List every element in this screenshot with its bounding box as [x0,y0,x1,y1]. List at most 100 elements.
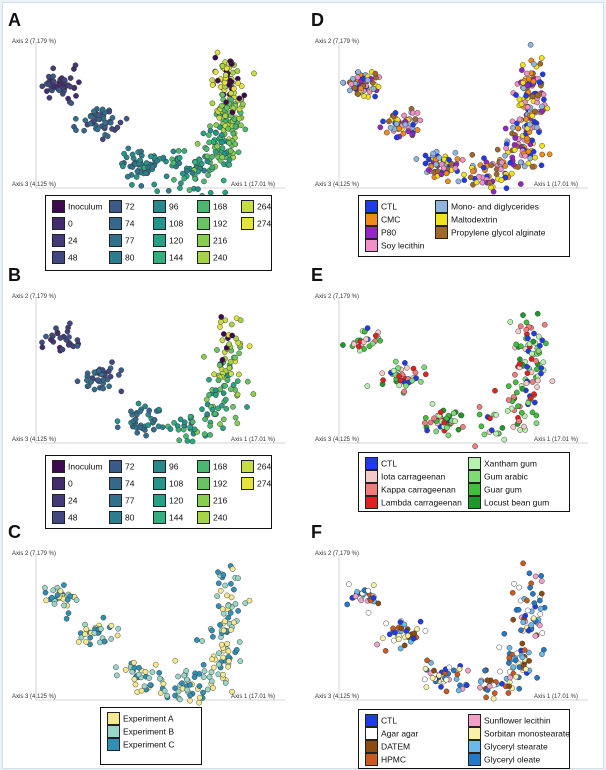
legend-swatch [365,457,378,470]
data-point [238,83,245,90]
data-point [379,370,386,377]
data-point [515,418,522,424]
data-point [524,607,531,614]
axis-2-label: Axis 2 (7.179 %) [12,39,57,45]
data-point [214,347,220,353]
data-point [136,664,142,671]
scatter-plot-F [338,554,588,702]
data-point [492,387,498,394]
axis-2-label: Axis 2 (7.179 %) [315,294,360,300]
data-point [109,126,115,132]
data-point [189,419,196,425]
data-point [54,330,61,337]
data-point [456,666,463,672]
data-point [534,674,540,681]
legend-swatch [107,725,120,738]
data-point [231,619,237,626]
legend-item: Xantham gum [468,457,537,470]
data-point [481,431,488,438]
legend-label: 48 [68,512,78,523]
data-point [91,630,98,636]
legend-swatch [109,234,122,247]
data-point [498,166,504,173]
legend-item: Soy lecithin [365,239,424,252]
legend-swatch [365,226,378,239]
data-point [386,631,393,638]
data-point [501,630,508,637]
data-point [424,427,430,434]
legend-swatch [365,213,378,226]
data-point [546,151,553,158]
data-point [192,159,199,166]
data-point [493,171,500,178]
legend-label: Mono- and diglycerides [451,201,539,212]
data-point [214,77,221,84]
data-point [143,432,149,439]
legend-label: 240 [213,252,228,263]
data-point [100,614,107,621]
data-point [531,330,537,337]
data-point [228,79,235,85]
legend-swatch [52,200,65,213]
legend-swatch [365,753,378,766]
data-point [176,437,183,444]
data-point [179,170,186,177]
data-point [213,392,219,398]
legend-label: P80 [381,227,397,238]
legend-swatch [365,727,378,740]
data-point [481,155,487,162]
legend-swatch [197,494,210,507]
legend-item: 96 [153,460,178,473]
data-point [531,399,538,406]
data-point [167,426,174,432]
data-point [525,400,532,406]
legend-A: Inoculum 0 24 48 72 74 77 80 96 108 120 144 168 192 21… [45,195,272,271]
data-point [95,112,102,119]
data-point [517,159,524,166]
data-point [250,391,257,397]
data-point [533,358,539,364]
data-point [199,638,206,644]
data-point [74,378,81,385]
data-point [398,625,405,632]
data-point [59,346,66,353]
data-point [184,438,191,444]
data-point [533,420,540,427]
data-point [529,164,536,170]
data-point [220,671,226,678]
data-point [224,377,231,384]
data-point [235,80,241,86]
data-point [172,692,178,699]
data-point [189,438,196,445]
data-point [395,365,401,371]
data-point [72,115,79,122]
data-point [212,69,219,75]
data-point [515,164,522,170]
data-point [82,621,88,628]
legend-swatch [153,494,166,507]
data-point [229,688,235,695]
panel-D: D Axis 2 (7.179 %) Axis 3 (4.125 %) Axis 1 … [303,0,603,257]
legend-item: Experiment C [107,738,175,751]
panel-B: B Axis 2 (7.179 %) Axis 3 (4.125 %) Axis 1 … [0,255,300,529]
panel-E: E Axis 2 (7.179 %) Axis 3 (4.125 %) Axis 1 … [303,255,603,512]
data-point [524,363,530,370]
data-point [433,428,440,435]
legend-item: 48 [52,511,77,524]
data-point [383,620,390,627]
legend-label: Lambda carrageenan [381,497,462,508]
data-point [469,151,476,158]
legend-item: 74 [109,217,134,230]
data-point [209,627,215,634]
data-point [187,697,193,704]
legend-item: 96 [153,200,178,213]
data-point [351,84,358,91]
data-point [472,443,478,450]
data-point [524,597,530,604]
data-point [498,177,505,184]
scatter-plot-E [338,297,588,450]
data-point [527,121,533,128]
data-point [134,168,141,175]
data-point [228,371,234,377]
data-point [142,403,148,410]
